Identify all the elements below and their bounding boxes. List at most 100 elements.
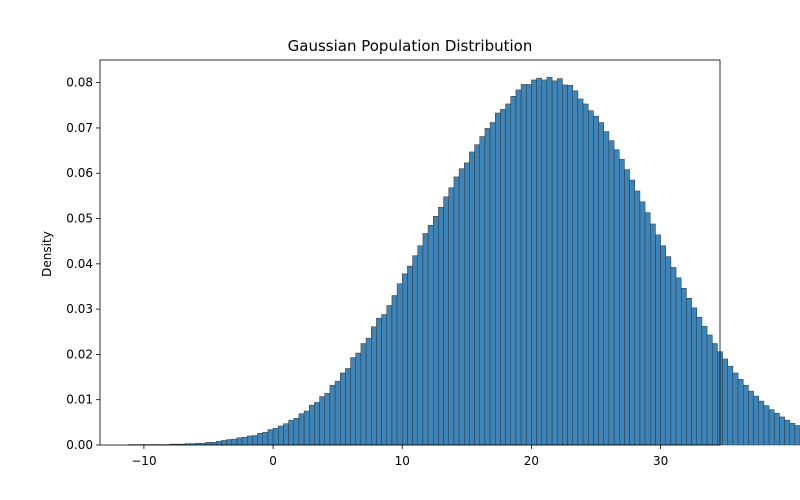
histogram-bar <box>650 223 656 446</box>
histogram-bar <box>510 95 517 446</box>
y-axis: 0.00 0.01 0.02 0.03 0.04 0.05 0.06 0.07 0.08 <box>66 76 100 452</box>
axes-frame <box>99 59 721 446</box>
histogram-bar <box>541 79 548 446</box>
histogram-bar <box>794 425 800 446</box>
histogram-bar <box>562 84 568 446</box>
histogram-bar <box>495 112 501 446</box>
chart-title: Gaussian Population Distribution <box>288 37 533 55</box>
y-tick-label: 0.07 <box>66 121 93 135</box>
histogram-bar <box>391 295 398 446</box>
histogram-bar <box>686 298 692 446</box>
histogram-bar <box>205 442 212 446</box>
histogram-bar <box>551 80 558 446</box>
histogram-bar <box>226 439 233 446</box>
histogram-bar <box>701 326 708 446</box>
histogram-bar <box>758 400 765 446</box>
histogram-bar <box>774 413 780 446</box>
histogram-bar <box>443 196 449 446</box>
histogram-bar <box>789 423 796 446</box>
histogram-bar <box>567 85 574 446</box>
histogram-bar <box>407 265 413 446</box>
histogram-bar <box>340 372 346 446</box>
histogram-bar <box>670 267 677 446</box>
histogram-bar <box>247 435 253 446</box>
x-tick-label: 20 <box>524 454 539 468</box>
y-tick-label: 0.04 <box>66 257 93 271</box>
histogram-bar <box>236 437 243 446</box>
histogram-bar <box>314 402 320 446</box>
histogram-bar <box>779 416 785 446</box>
histogram-bar <box>298 413 305 446</box>
histogram-bar <box>386 305 393 446</box>
y-tick-label: 0.02 <box>66 347 93 361</box>
histogram-bar <box>655 234 661 446</box>
histogram-bar <box>577 98 584 446</box>
histogram-bar <box>422 233 429 446</box>
histogram-bar <box>624 169 630 446</box>
histogram-bar <box>613 149 620 446</box>
histogram-bar <box>598 122 605 446</box>
histogram-bar <box>608 140 615 446</box>
histogram-bar <box>210 442 217 446</box>
histogram-bar <box>531 79 537 446</box>
histogram-bar <box>329 384 336 446</box>
y-tick-label: 0.06 <box>66 166 93 180</box>
histogram-bar <box>665 256 672 446</box>
x-tick-label: 0 <box>269 454 277 468</box>
histogram-bar <box>453 176 460 446</box>
histogram-bar <box>748 390 754 446</box>
histogram-bar <box>221 440 227 446</box>
x-tick-label: 10 <box>395 454 410 468</box>
histogram-bar <box>681 288 687 446</box>
histogram-bar <box>272 427 279 446</box>
histogram-bar <box>257 432 263 446</box>
histogram-bar <box>309 404 315 446</box>
histogram-bar <box>350 357 356 446</box>
plot-area: −10 0 10 20 30 0.000.010.020.030.040.050.060… <box>66 59 800 468</box>
histogram-bar <box>743 384 749 446</box>
x-tick-label: −10 <box>131 454 156 468</box>
histogram-bar <box>520 84 527 446</box>
histogram-bar <box>484 128 491 446</box>
histogram-bar <box>588 110 594 446</box>
histogram-bar <box>479 136 486 446</box>
histogram-bar <box>515 89 522 446</box>
y-tick-label: 0.03 <box>66 302 93 316</box>
histogram-bar <box>737 379 744 446</box>
histogram-bar <box>319 396 325 446</box>
histogram-bar <box>267 429 274 446</box>
histogram-bar <box>696 317 703 446</box>
histogram-bar <box>303 410 310 446</box>
histogram-bar <box>474 144 480 446</box>
histogram-bar <box>691 307 698 446</box>
histogram-bar <box>371 326 377 446</box>
histogram-bar <box>557 78 563 446</box>
histogram-bar <box>753 395 760 446</box>
x-axis: −10 0 10 20 30 <box>131 445 668 468</box>
histogram-bar <box>231 438 238 446</box>
histogram-bar <box>360 343 367 446</box>
histogram-bar <box>593 115 599 446</box>
histogram-bar <box>288 419 294 446</box>
histogram-bar <box>402 273 408 446</box>
histogram-bar <box>396 283 403 446</box>
histogram-bar <box>241 437 248 446</box>
y-tick-label: 0.05 <box>66 212 93 226</box>
y-axis-label: Density <box>40 231 54 277</box>
histogram-bar <box>458 168 465 446</box>
histogram-bar <box>489 122 496 446</box>
histogram-bar <box>768 409 775 446</box>
histogram-bar <box>252 435 258 446</box>
histogram-bar <box>345 368 351 446</box>
histogram-bar <box>469 151 475 446</box>
histogram-bar <box>417 245 424 446</box>
x-tick-label: 30 <box>653 454 668 468</box>
histogram-bar <box>464 162 470 446</box>
histogram-bar <box>675 277 682 446</box>
histogram-bar <box>706 334 713 446</box>
histogram-bar <box>376 317 382 446</box>
histogram-bar <box>448 187 455 446</box>
histogram-bar <box>216 441 222 446</box>
histogram-bar <box>732 372 739 446</box>
